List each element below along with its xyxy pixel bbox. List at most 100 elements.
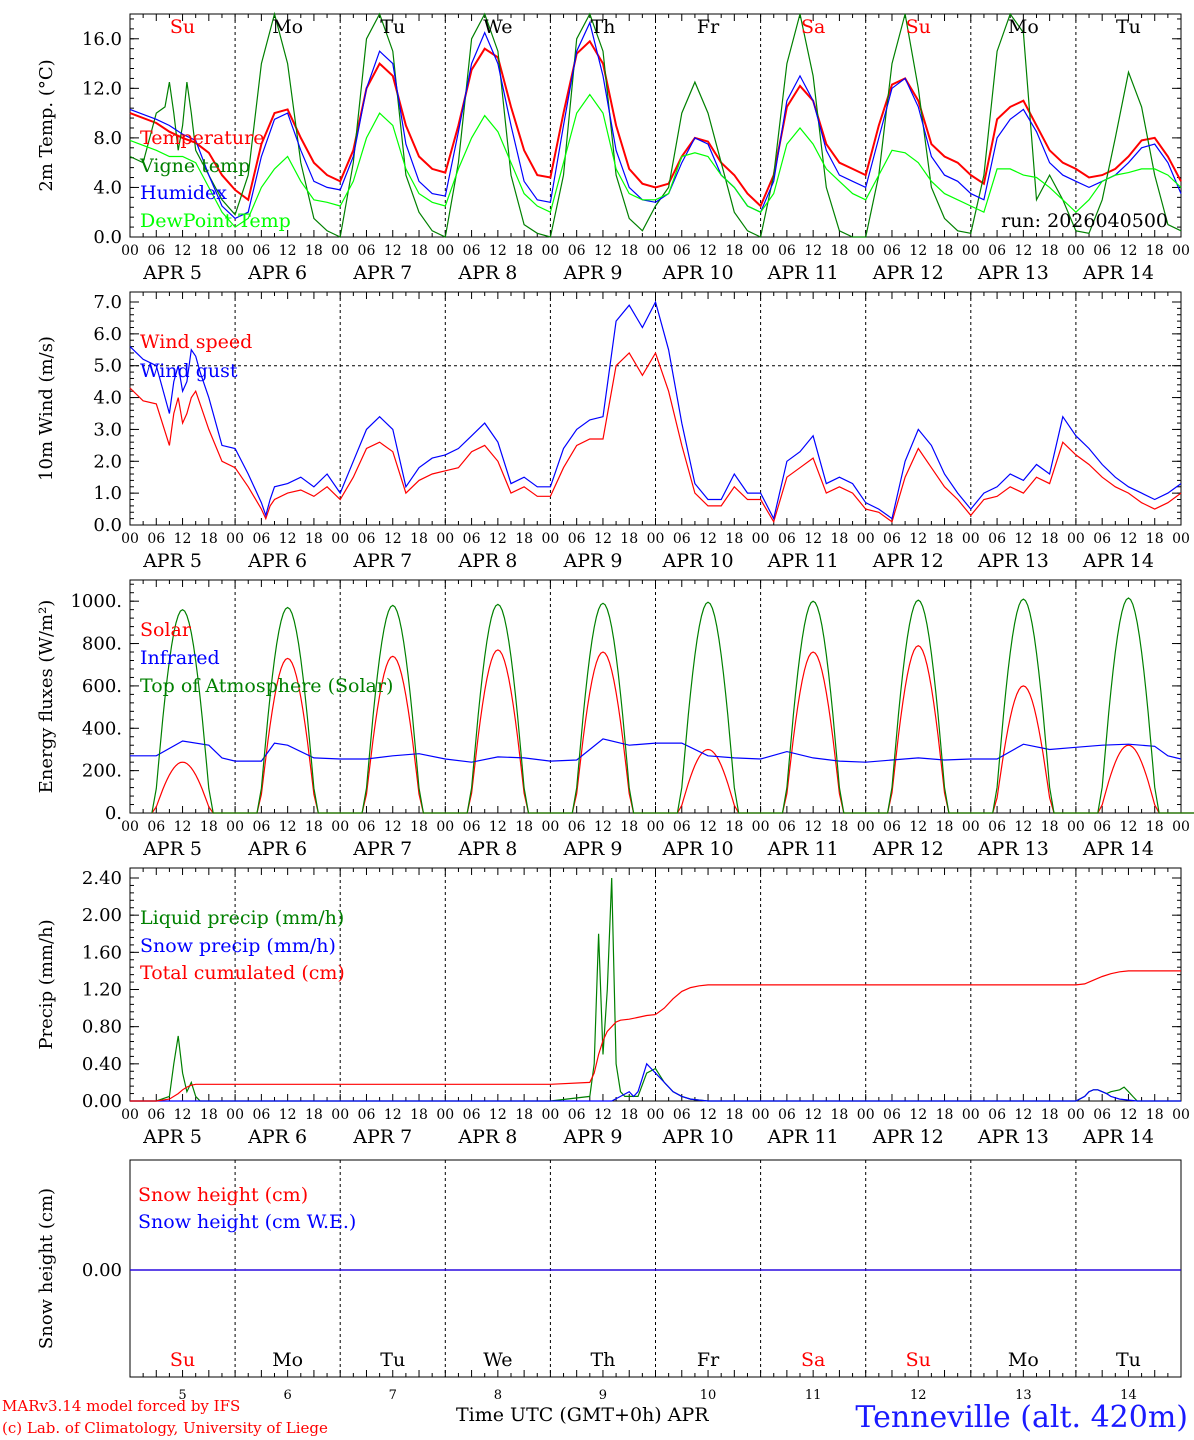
y-tick-label: 200.: [82, 761, 122, 782]
hour-tick-label: 12: [174, 819, 192, 835]
weekday-label-bottom: Tu: [380, 1349, 405, 1371]
date-label: APR 9: [562, 838, 622, 860]
panel-temperature: 0.0 4.0 8.0 12.0 16.0 2m Temp. (°C) Temperatur…: [36, 11, 1190, 284]
hour-tick-label: 18: [936, 243, 954, 259]
hour-tick-label: 18: [1041, 243, 1059, 259]
legend-dewpoint-temp: DewPoint Temp: [140, 210, 291, 232]
day-number-label: 14: [1120, 1388, 1137, 1403]
hour-tick-label: 00: [1172, 531, 1190, 547]
hour-tick-label: 06: [463, 819, 481, 835]
date-label: APR 10: [662, 838, 734, 860]
hour-tick-label: 18: [515, 243, 533, 259]
weekday-label-top: Tu: [1116, 16, 1141, 38]
hour-tick-label: 18: [515, 1107, 533, 1123]
hour-tick-label: 12: [489, 1107, 507, 1123]
hour-tick-label: 00: [541, 1107, 559, 1123]
hour-tick-label: 12: [804, 243, 822, 259]
hour-tick-label: 12: [804, 531, 822, 547]
hour-tick-label: 12: [384, 243, 402, 259]
date-label: APR 14: [1082, 550, 1154, 572]
hour-tick-label: 06: [463, 531, 481, 547]
hour-tick-label: 12: [174, 1107, 192, 1123]
y-tick-label: 1000.: [70, 591, 122, 612]
y-tick-label: 0.00: [82, 1260, 122, 1281]
weekday-label-bottom: Sa: [801, 1349, 825, 1371]
y-tick-label: 4.0: [93, 388, 122, 409]
date-label: APR 7: [352, 262, 412, 284]
hour-tick-label: 12: [279, 243, 297, 259]
hour-tick-label: 06: [1093, 1107, 1111, 1123]
y-tick-label: 2.0: [93, 451, 122, 472]
series-line-top-of-atmosphere-solar-: [151, 597, 1194, 814]
hour-tick-label: 12: [1014, 243, 1032, 259]
series-line-vigne-temp: [129, 11, 1182, 238]
legend-liquid-precip-mm-h-: Liquid precip (mm/h): [140, 907, 344, 929]
hour-tick-label: 12: [1120, 243, 1138, 259]
hour-tick-label: 00: [647, 531, 665, 547]
hour-tick-label: 00: [752, 819, 770, 835]
hour-tick-label: 00: [962, 1107, 980, 1123]
hour-tick-label: 06: [778, 531, 796, 547]
weekday-label-bottom: Su: [906, 1349, 931, 1371]
hour-tick-label: 00: [752, 531, 770, 547]
date-label: APR 13: [977, 262, 1049, 284]
hour-tick-label: 06: [463, 243, 481, 259]
hour-tick-label: 00: [331, 819, 349, 835]
date-label: APR 7: [352, 1126, 412, 1148]
legend-top-of-atmosphere-solar-: Top of Atmosphere (Solar): [140, 675, 393, 697]
y-tick-label: 2.00: [82, 905, 122, 926]
date-label: APR 11: [767, 838, 839, 860]
day-number-label: 11: [805, 1388, 822, 1403]
hour-tick-label: 00: [857, 1107, 875, 1123]
hour-tick-label: 18: [410, 819, 428, 835]
hour-tick-label: 18: [1146, 531, 1164, 547]
hour-tick-label: 18: [620, 243, 638, 259]
hour-tick-label: 06: [252, 243, 270, 259]
y-axis-label: Precip (mm/h): [36, 919, 57, 1049]
hour-tick-label: 18: [831, 243, 849, 259]
panel-wind: 0.0 1.0 2.0 3.0 4.0 5.0 6.0 7.0 10m Wind (m/s) Wi…: [36, 291, 1190, 572]
date-label: APR 6: [247, 1126, 307, 1148]
legend-snow-precip-mm-h-: Snow precip (mm/h): [140, 935, 336, 957]
hour-tick-label: 00: [121, 819, 139, 835]
hour-tick-label: 00: [857, 531, 875, 547]
date-label: APR 8: [457, 262, 517, 284]
hour-tick-label: 00: [436, 819, 454, 835]
hour-tick-label: 12: [1120, 531, 1138, 547]
y-tick-label: 1.20: [82, 980, 122, 1001]
hour-tick-label: 06: [778, 243, 796, 259]
hour-tick-label: 00: [331, 243, 349, 259]
hour-tick-label: 12: [279, 531, 297, 547]
hour-tick-label: 12: [909, 1107, 927, 1123]
hour-tick-label: 18: [620, 1107, 638, 1123]
date-label: APR 12: [872, 550, 944, 572]
hour-tick-label: 18: [936, 1107, 954, 1123]
weekday-label-top: Th: [590, 16, 615, 38]
hour-tick-label: 12: [384, 1107, 402, 1123]
date-label: APR 13: [977, 550, 1049, 572]
date-label: APR 12: [872, 838, 944, 860]
hour-tick-label: 00: [857, 819, 875, 835]
hour-tick-label: 06: [568, 243, 586, 259]
hour-tick-label: 06: [1093, 531, 1111, 547]
hour-tick-label: 00: [226, 1107, 244, 1123]
hour-tick-label: 12: [489, 243, 507, 259]
hour-tick-label: 18: [305, 531, 323, 547]
hour-tick-label: 00: [752, 243, 770, 259]
run-label: run: 2026040500: [1001, 210, 1168, 232]
hour-tick-label: 12: [1014, 819, 1032, 835]
hour-tick-label: 06: [673, 243, 691, 259]
hour-tick-label: 18: [620, 531, 638, 547]
hour-tick-label: 12: [594, 1107, 612, 1123]
y-tick-label: 4.0: [93, 177, 122, 198]
hour-tick-label: 18: [1146, 243, 1164, 259]
hour-tick-label: 18: [1146, 1107, 1164, 1123]
legend-wind-gust: Wind gust: [140, 360, 238, 382]
hour-tick-label: 00: [1067, 243, 1085, 259]
date-label: APR 7: [352, 838, 412, 860]
hour-tick-label: 12: [804, 819, 822, 835]
panel-energy: 0. 200. 400. 600. 800. 1000. Energy fluxes (W/…: [36, 579, 1194, 860]
date-label: APR 11: [767, 1126, 839, 1148]
y-tick-label: 0.40: [82, 1054, 122, 1075]
